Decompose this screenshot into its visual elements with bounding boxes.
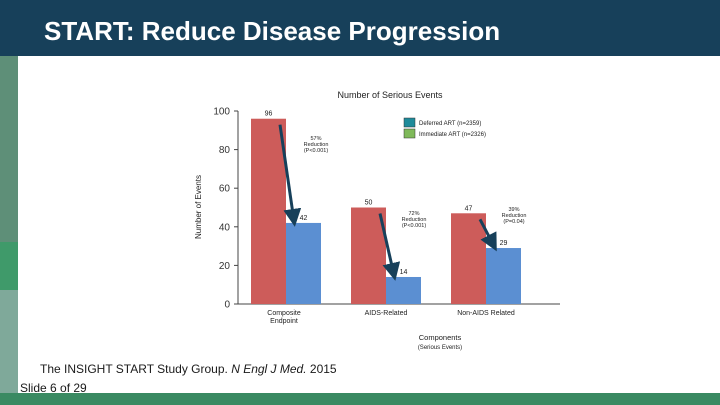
x-axis-sublabel: (Serious Events) [418, 345, 462, 351]
annotation-aids-p: (P<0.001) [402, 223, 426, 229]
reduction-arrow [478, 218, 497, 252]
annotation-non-aids-pct: 39% [508, 207, 519, 213]
reduction-arrow [278, 124, 302, 227]
annotation-non-aids-p: (P=0.04) [503, 219, 524, 225]
citation-text: The INSIGHT START Study Group. [40, 362, 232, 376]
bar-value-label: 50 [365, 200, 373, 207]
annotation-aids: 72% Reduction (P<0.001) [402, 211, 427, 229]
annotation-composite-pct: 57% [310, 136, 321, 142]
sidebar-stripe-1 [0, 56, 18, 242]
legend-swatch-immediate [403, 128, 416, 139]
bar-value-label: 14 [400, 269, 408, 276]
bar-value-label: 29 [500, 240, 508, 247]
y-axis-label: Number of Events [194, 175, 203, 239]
annotation-composite-p: (P<0.001) [304, 148, 328, 154]
bar-value-label: 47 [465, 205, 473, 212]
annotation-non-aids-text: Reduction [502, 213, 527, 219]
bar-value-label: 96 [265, 111, 273, 118]
annotation-composite: 57% Reduction (P<0.001) [304, 136, 329, 154]
bar-deferred [451, 213, 486, 304]
header-bar [0, 0, 720, 56]
chart-title: Number of Serious Events [337, 90, 443, 100]
y-tick-label: 20 [219, 261, 231, 272]
x-tick-composite-line2: Endpoint [270, 318, 298, 325]
y-tick-label: 60 [219, 184, 231, 195]
x-axis-label: Components [419, 333, 462, 342]
x-tick-aids: AIDS-Related [365, 310, 408, 317]
citation: The INSIGHT START Study Group. N Engl J … [40, 362, 337, 376]
bar-immediate [286, 222, 321, 304]
footer-bar [0, 393, 720, 405]
annotation-composite-text: Reduction [304, 142, 329, 148]
y-tick-label: 0 [224, 300, 230, 311]
bar-value-label: 42 [300, 215, 308, 222]
reduction-arrow [378, 213, 401, 281]
legend-label-immediate: Immediate ART (n=2326) [419, 132, 486, 138]
annotation-non-aids: 39% Reduction (P=0.04) [502, 207, 527, 225]
y-tick-label: 100 [213, 107, 230, 118]
bar-deferred [351, 207, 386, 304]
y-tick-label: 80 [219, 145, 231, 156]
legend-label-deferred: Deferred ART (n=2359) [419, 121, 481, 127]
bar-immediate [486, 248, 521, 304]
y-tick-label: 40 [219, 222, 231, 233]
legend: Deferred ART (n=2359) Immediate ART (n=2… [403, 117, 486, 139]
x-tick-non-aids: Non-AIDS Related [457, 310, 515, 317]
slide-title: START: Reduce Disease Progression [44, 16, 501, 46]
bar-deferred [251, 118, 286, 304]
citation-journal: N Engl J Med. [231, 362, 307, 376]
slide-number: Slide 6 of 29 [20, 381, 87, 395]
x-tick-composite-line1: Composite [267, 310, 301, 317]
citation-year: 2015 [306, 362, 337, 376]
bar-immediate [386, 276, 421, 304]
sidebar-stripe-2 [0, 242, 18, 290]
annotation-aids-pct: 72% [408, 211, 419, 217]
annotation-aids-text: Reduction [402, 217, 427, 223]
legend-swatch-deferred [403, 117, 416, 128]
sidebar-stripe-3 [0, 290, 18, 393]
